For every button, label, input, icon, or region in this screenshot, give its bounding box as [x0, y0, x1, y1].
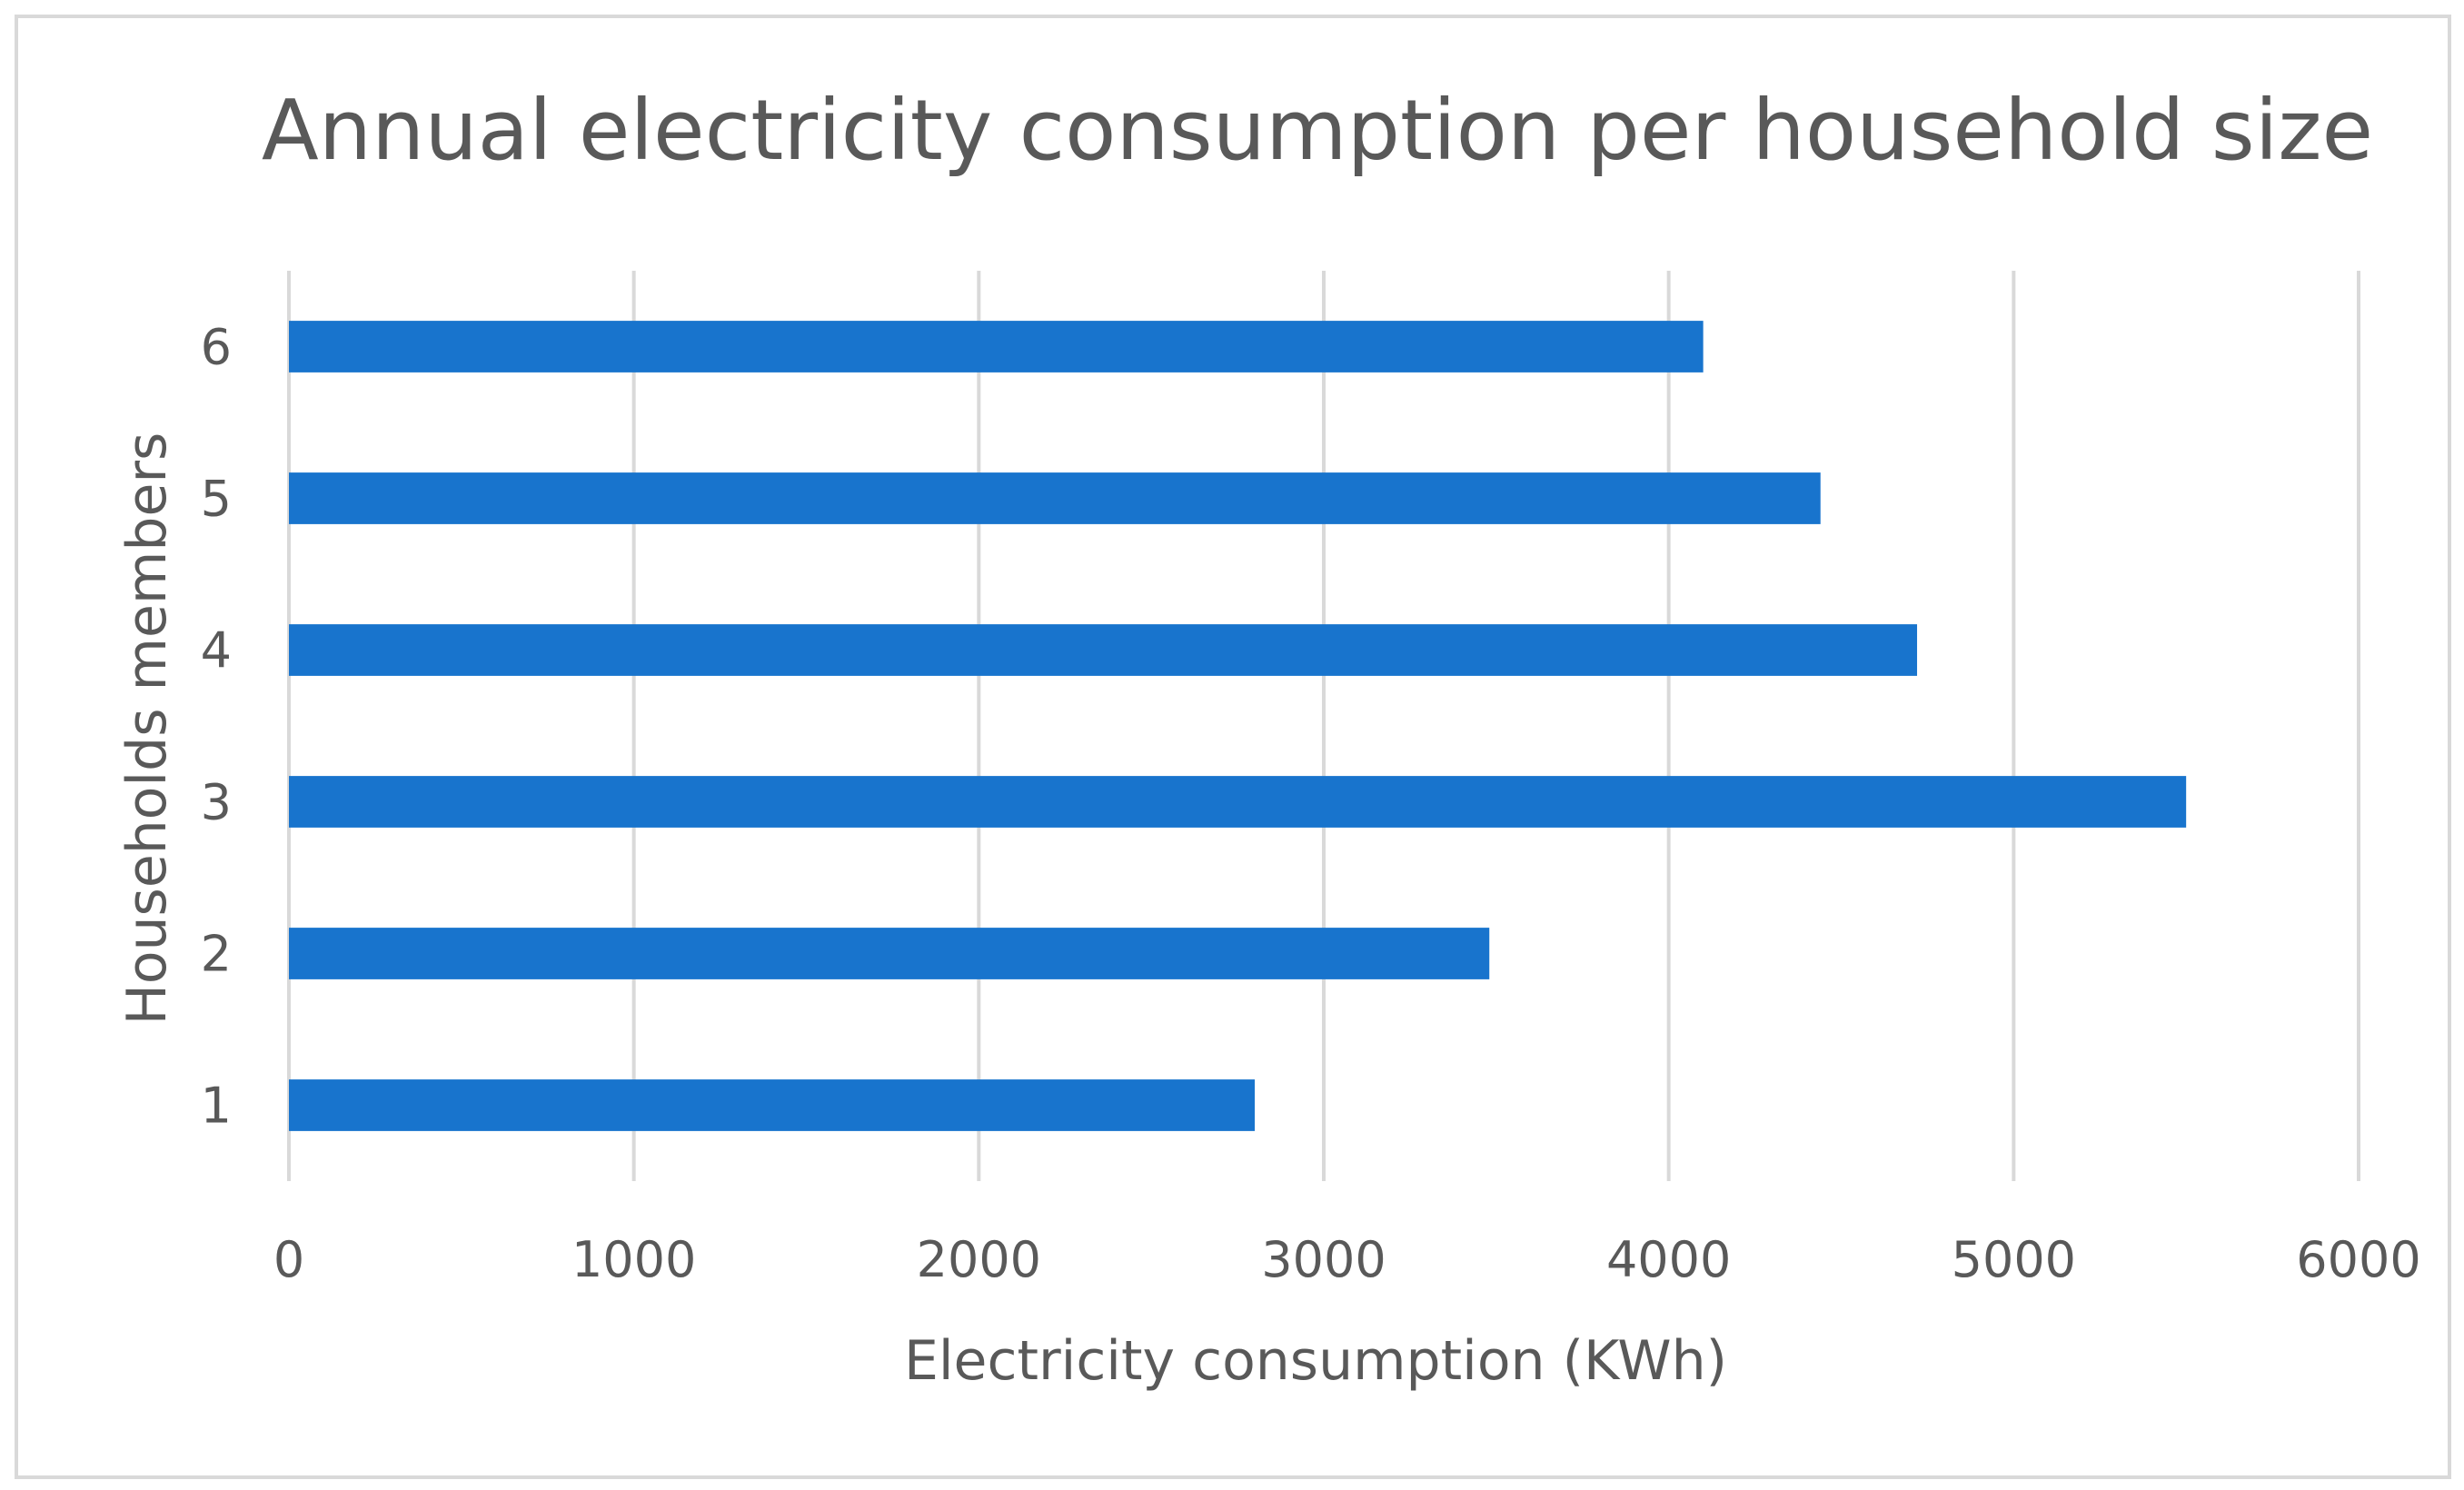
x-axis-tick-labels: 0 1000 2000 3000 4000 5000 6000 — [273, 1231, 2421, 1288]
x-tick-label-2000: 2000 — [917, 1231, 1041, 1288]
y-axis-title: Households members — [115, 432, 179, 1026]
x-tick-label-6000: 6000 — [2296, 1231, 2420, 1288]
bars — [289, 321, 2187, 1131]
y-tick-label-5: 5 — [201, 471, 232, 528]
x-tick-label-0: 0 — [273, 1231, 304, 1288]
bar-2 — [289, 928, 1490, 979]
x-tick-label-5000: 5000 — [1952, 1231, 2076, 1288]
chart-frame — [15, 15, 2451, 1479]
bar-6 — [289, 321, 1704, 372]
y-tick-label-4: 4 — [201, 622, 232, 680]
y-tick-label-6: 6 — [201, 319, 232, 376]
y-axis-tick-labels: 1 2 3 4 5 6 — [201, 319, 232, 1135]
bar-1 — [289, 1079, 1256, 1131]
y-tick-label-2: 2 — [201, 926, 232, 983]
x-axis-title: Electricity consumption (KWh) — [904, 1329, 1727, 1393]
chart-title: Annual electricity consumption per house… — [262, 82, 2373, 179]
bar-3 — [289, 776, 2187, 828]
x-tick-label-4000: 4000 — [1606, 1231, 1731, 1288]
y-tick-label-1: 1 — [201, 1078, 232, 1135]
x-tick-label-1000: 1000 — [571, 1231, 696, 1288]
gridlines — [287, 271, 2360, 1181]
bar-4 — [289, 624, 1918, 676]
bar-5 — [289, 472, 1821, 524]
y-tick-label-3: 3 — [201, 774, 232, 831]
x-tick-label-3000: 3000 — [1261, 1231, 1386, 1288]
